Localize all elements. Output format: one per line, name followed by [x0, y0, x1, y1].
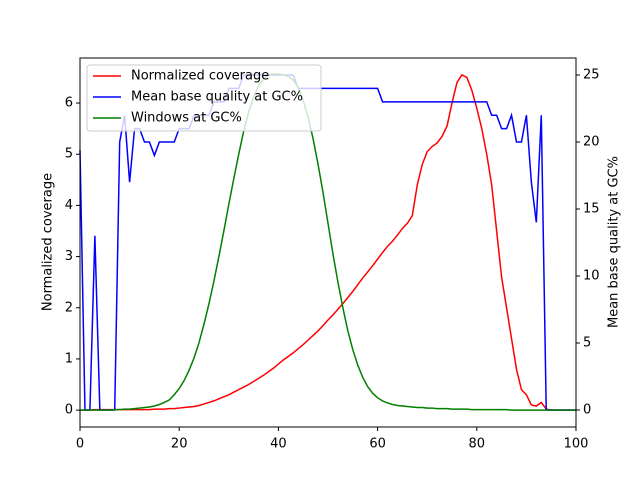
x-tick-label: 100: [564, 437, 589, 452]
y-tick-label: 5: [65, 147, 73, 162]
legend-label: Mean base quality at GC%: [131, 90, 303, 105]
x-tick-label: 0: [76, 437, 84, 452]
y-tick-label: 3: [65, 249, 73, 264]
y-tick-label: 0: [65, 403, 73, 418]
y2-tick-label: 20: [583, 135, 600, 150]
series-line: [80, 73, 576, 411]
y-axis-label: Normalized coverage: [41, 173, 56, 311]
y2-tick-label: 25: [583, 68, 600, 83]
y2-tick-label: 0: [583, 402, 591, 417]
x-tick-label: 60: [369, 437, 386, 452]
series-line: [79, 74, 576, 411]
legend-label: Normalized coverage: [131, 69, 269, 84]
plot-frame: [79, 57, 577, 428]
x-tick-label: 40: [270, 437, 287, 452]
y2-tick-label: 15: [583, 202, 600, 217]
y2-tick-label: 5: [583, 335, 591, 350]
legend-label: Windows at GC%: [131, 111, 242, 126]
y2-tick-label: 10: [583, 268, 600, 283]
legend-box: [86, 64, 322, 132]
x-tick-label: 20: [171, 437, 188, 452]
x-tick-label: 80: [469, 437, 486, 452]
y-tick-label: 2: [65, 300, 73, 315]
y-tick-label: 4: [65, 198, 73, 213]
y2-axis-label: Mean base quality at GC%: [607, 156, 622, 328]
y-tick-label: 6: [65, 96, 73, 111]
series-line: [80, 73, 576, 411]
y-tick-label: 1: [65, 351, 73, 366]
